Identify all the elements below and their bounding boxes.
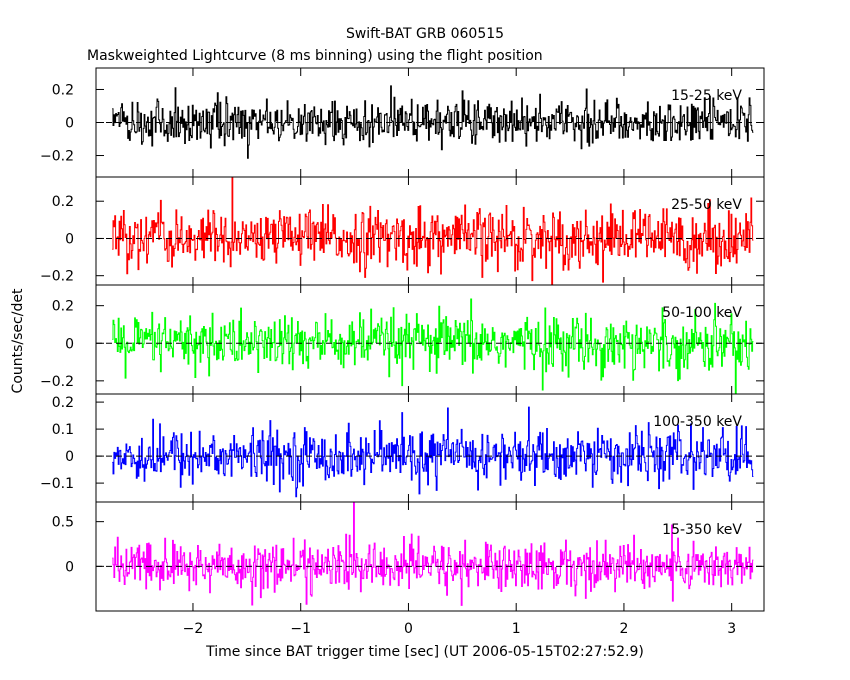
- band-label-2: 25-50 keV: [671, 197, 742, 213]
- y-tick-label-3-3: −0.2: [40, 374, 74, 390]
- x-tick-label-4: 1: [512, 621, 521, 637]
- y-tick-label-4-3: 0: [65, 449, 74, 465]
- x-tick-label-1: −2: [183, 621, 204, 637]
- y-tick-label-3-2: 0: [65, 336, 74, 352]
- panels-group: 0.2 0 −0.2 15-25 keV 0.2 0 −0.2 25-50 keV 0.2 0 −0…: [40, 67, 765, 637]
- y-tick-label-2-2: 0: [65, 231, 74, 247]
- x-tick-label-3: 0: [404, 621, 413, 637]
- lightcurve-series-4: [112, 406, 754, 498]
- y-tick-label-4-4: −0.1: [40, 476, 74, 492]
- lightcurve-series-1: [112, 85, 754, 159]
- y-tick-label-5-2: 0: [65, 559, 74, 575]
- band-label-3: 50-100 keV: [662, 305, 742, 321]
- y-tick-label-3-1: 0.2: [52, 299, 74, 315]
- y-tick-label-4-1: 0.2: [52, 395, 74, 411]
- y-axis-label: Counts/sec/det: [10, 288, 26, 393]
- x-axis-label: Time since BAT trigger time [sec] (UT 20…: [205, 644, 644, 660]
- y-tick-label-2-1: 0.2: [52, 194, 74, 210]
- y-tick-label-5-1: 0.5: [52, 515, 74, 531]
- y-tick-label-1-2: 0: [65, 116, 74, 132]
- y-tick-label-2-3: −0.2: [40, 269, 74, 285]
- x-tick-label-2: −1: [290, 621, 311, 637]
- band-label-5: 15-350 keV: [662, 522, 742, 538]
- lightcurve-series-2: [112, 177, 754, 285]
- band-label-4: 100-350 keV: [653, 414, 742, 430]
- panel-frame-5: [95, 501, 765, 612]
- band-label-1: 15-25 keV: [671, 88, 742, 104]
- panel-frame-2: [95, 176, 765, 286]
- y-tick-label-4-2: 0.1: [52, 422, 74, 438]
- x-tick-label-5: 2: [619, 621, 628, 637]
- y-tick-label-1-3: −0.2: [40, 149, 74, 165]
- chart-subtitle: Maskweighted Lightcurve (8 ms binning) u…: [87, 48, 543, 64]
- lightcurve-series-5: [112, 502, 754, 606]
- chart-title: Swift-BAT GRB 060515: [346, 26, 504, 42]
- y-tick-label-1-1: 0.2: [52, 82, 74, 98]
- lightcurve-series-3: [112, 298, 754, 394]
- x-tick-label-6: 3: [727, 621, 736, 637]
